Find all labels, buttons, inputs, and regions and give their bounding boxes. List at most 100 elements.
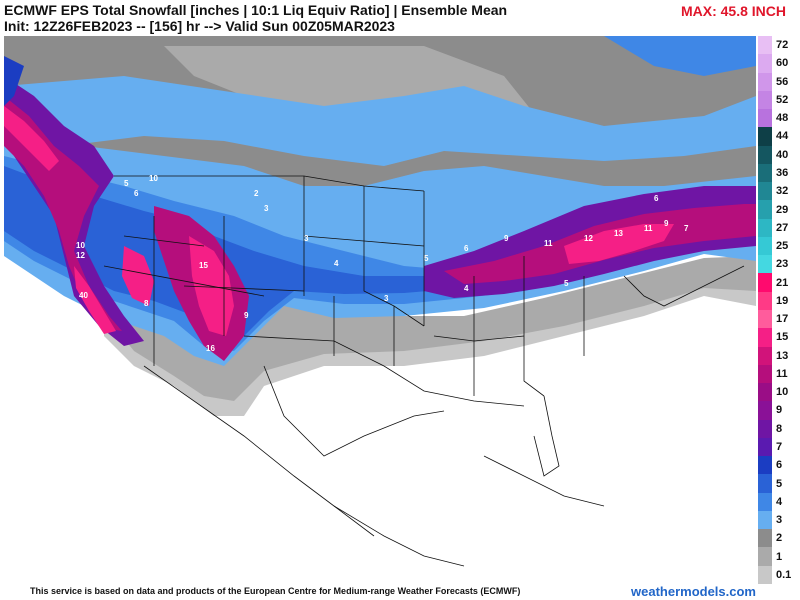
map-title: ECMWF EPS Total Snowfall [inches | 10:1 …: [4, 2, 508, 18]
southern-mid-grey: [114, 236, 756, 401]
legend-swatch: [758, 328, 772, 347]
legend-label: 32: [776, 185, 789, 198]
legend-swatch: [758, 492, 772, 511]
legend-row: 2: [758, 529, 800, 548]
map-label: 12: [76, 251, 85, 260]
bc-pink: [4, 106, 59, 171]
northeast-pink-core: [564, 224, 674, 264]
map-label: 9: [664, 219, 669, 228]
map-label: 6: [464, 244, 469, 253]
legend-swatch: [758, 474, 772, 493]
legend-swatch: [758, 236, 772, 256]
legend-label: 72: [776, 39, 789, 52]
legend-row: 44: [758, 127, 800, 146]
legend-label: 8: [776, 422, 783, 435]
arctic-blue-east: [604, 36, 756, 76]
legend-label: 44: [776, 130, 789, 143]
legend-row: 48: [758, 109, 800, 128]
map-subtitle: Init: 12Z26FEB2023 -- [156] hr --> Valid…: [4, 18, 395, 34]
legend-swatch: [758, 54, 772, 73]
data-credit: This service is based on data and produc…: [30, 586, 521, 596]
legend-label: 10: [776, 386, 789, 399]
legend-label: 15: [776, 331, 789, 344]
footer: This service is based on data and produc…: [0, 584, 800, 600]
legend-row: 9: [758, 401, 800, 420]
legend-label: 2: [776, 532, 783, 545]
legend-swatch: [758, 109, 772, 128]
map-label: 5: [564, 279, 569, 288]
legend-label: 9: [776, 404, 783, 417]
legend-swatch: [758, 346, 772, 365]
legend-label: 40: [776, 148, 789, 161]
sierra-pink: [74, 266, 116, 334]
legend-swatch: [758, 565, 772, 584]
legend-label: 25: [776, 240, 789, 253]
legend-row: 23: [758, 255, 800, 274]
legend-row: 10: [758, 383, 800, 402]
legend-row: 0.1: [758, 565, 800, 584]
legend-swatch: [758, 218, 772, 237]
legend-swatch: [758, 273, 772, 292]
canada-blue-band: [4, 76, 756, 166]
map-label: 4: [464, 284, 469, 293]
legend-label: 48: [776, 112, 789, 125]
legend-swatch: [758, 36, 772, 55]
snowfall-legend: 72 60 56 52 48 44 40 36 32 29 27 25 23 21 19 17 15 13 11 10…: [758, 36, 800, 584]
legend-label: 3: [776, 514, 783, 527]
map-label: 13: [614, 229, 623, 238]
legend-swatch: [758, 310, 772, 329]
header: ECMWF EPS Total Snowfall [inches | 10:1 …: [0, 0, 800, 36]
legend-label: 0.1: [776, 568, 792, 581]
legend-row: 36: [758, 163, 800, 183]
map-label: 11: [544, 239, 553, 248]
snowfall-map: 10 5 6 10 12 40 15 16 9 8 2 3 3 4 5 6 9 …: [4, 36, 756, 584]
legend-row: 21: [758, 273, 800, 292]
legend-swatch: [758, 200, 772, 219]
map-label: 6: [654, 194, 659, 203]
legend-swatch: [758, 437, 772, 457]
map-label: 10: [149, 174, 158, 183]
legend-row: 56: [758, 72, 800, 91]
map-label: 8: [144, 299, 149, 308]
brand-link[interactable]: weathermodels.com: [631, 584, 756, 599]
legend-row: 15: [758, 328, 800, 347]
legend-row: 13: [758, 346, 800, 365]
legend-label: 29: [776, 203, 789, 216]
legend-label: 27: [776, 221, 789, 234]
legend-label: 5: [776, 477, 783, 490]
map-label: 12: [584, 234, 593, 243]
map-label: 4: [334, 259, 339, 268]
legend-swatch: [758, 364, 772, 384]
map-label: 11: [644, 224, 653, 233]
legend-label: 6: [776, 459, 783, 472]
legend-swatch: [758, 401, 772, 420]
map-label: 2: [254, 189, 259, 198]
legend-label: 13: [776, 349, 789, 362]
legend-swatch: [758, 456, 772, 475]
legend-label: 1: [776, 550, 783, 563]
legend-row: 52: [758, 90, 800, 110]
legend-swatch: [758, 510, 772, 530]
map-label: 40: [79, 291, 88, 300]
map-label: 3: [384, 294, 389, 303]
map-label: 9: [504, 234, 509, 243]
legend-row: 19: [758, 291, 800, 310]
map-label: 16: [206, 344, 215, 353]
legend-row: 40: [758, 145, 800, 164]
pacific-navy: [4, 56, 24, 106]
legend-row: 32: [758, 182, 800, 201]
legend-label: 7: [776, 440, 783, 453]
legend-swatch: [758, 529, 772, 548]
legend-label: 60: [776, 57, 789, 70]
legend-label: 11: [776, 367, 788, 380]
utah-pink: [122, 246, 154, 306]
legend-row: 7: [758, 437, 800, 457]
legend-swatch: [758, 383, 772, 402]
legend-row: 60: [758, 54, 800, 73]
map-label: 7: [684, 224, 689, 233]
legend-swatch: [758, 547, 772, 566]
legend-row: 17: [758, 310, 800, 329]
legend-row: 5: [758, 474, 800, 493]
snow-amount-labels: 10 5 6 10 12 40 15 16 9 8 2 3 3 4 5 6 9 …: [76, 174, 689, 353]
legend-row: 1: [758, 547, 800, 566]
